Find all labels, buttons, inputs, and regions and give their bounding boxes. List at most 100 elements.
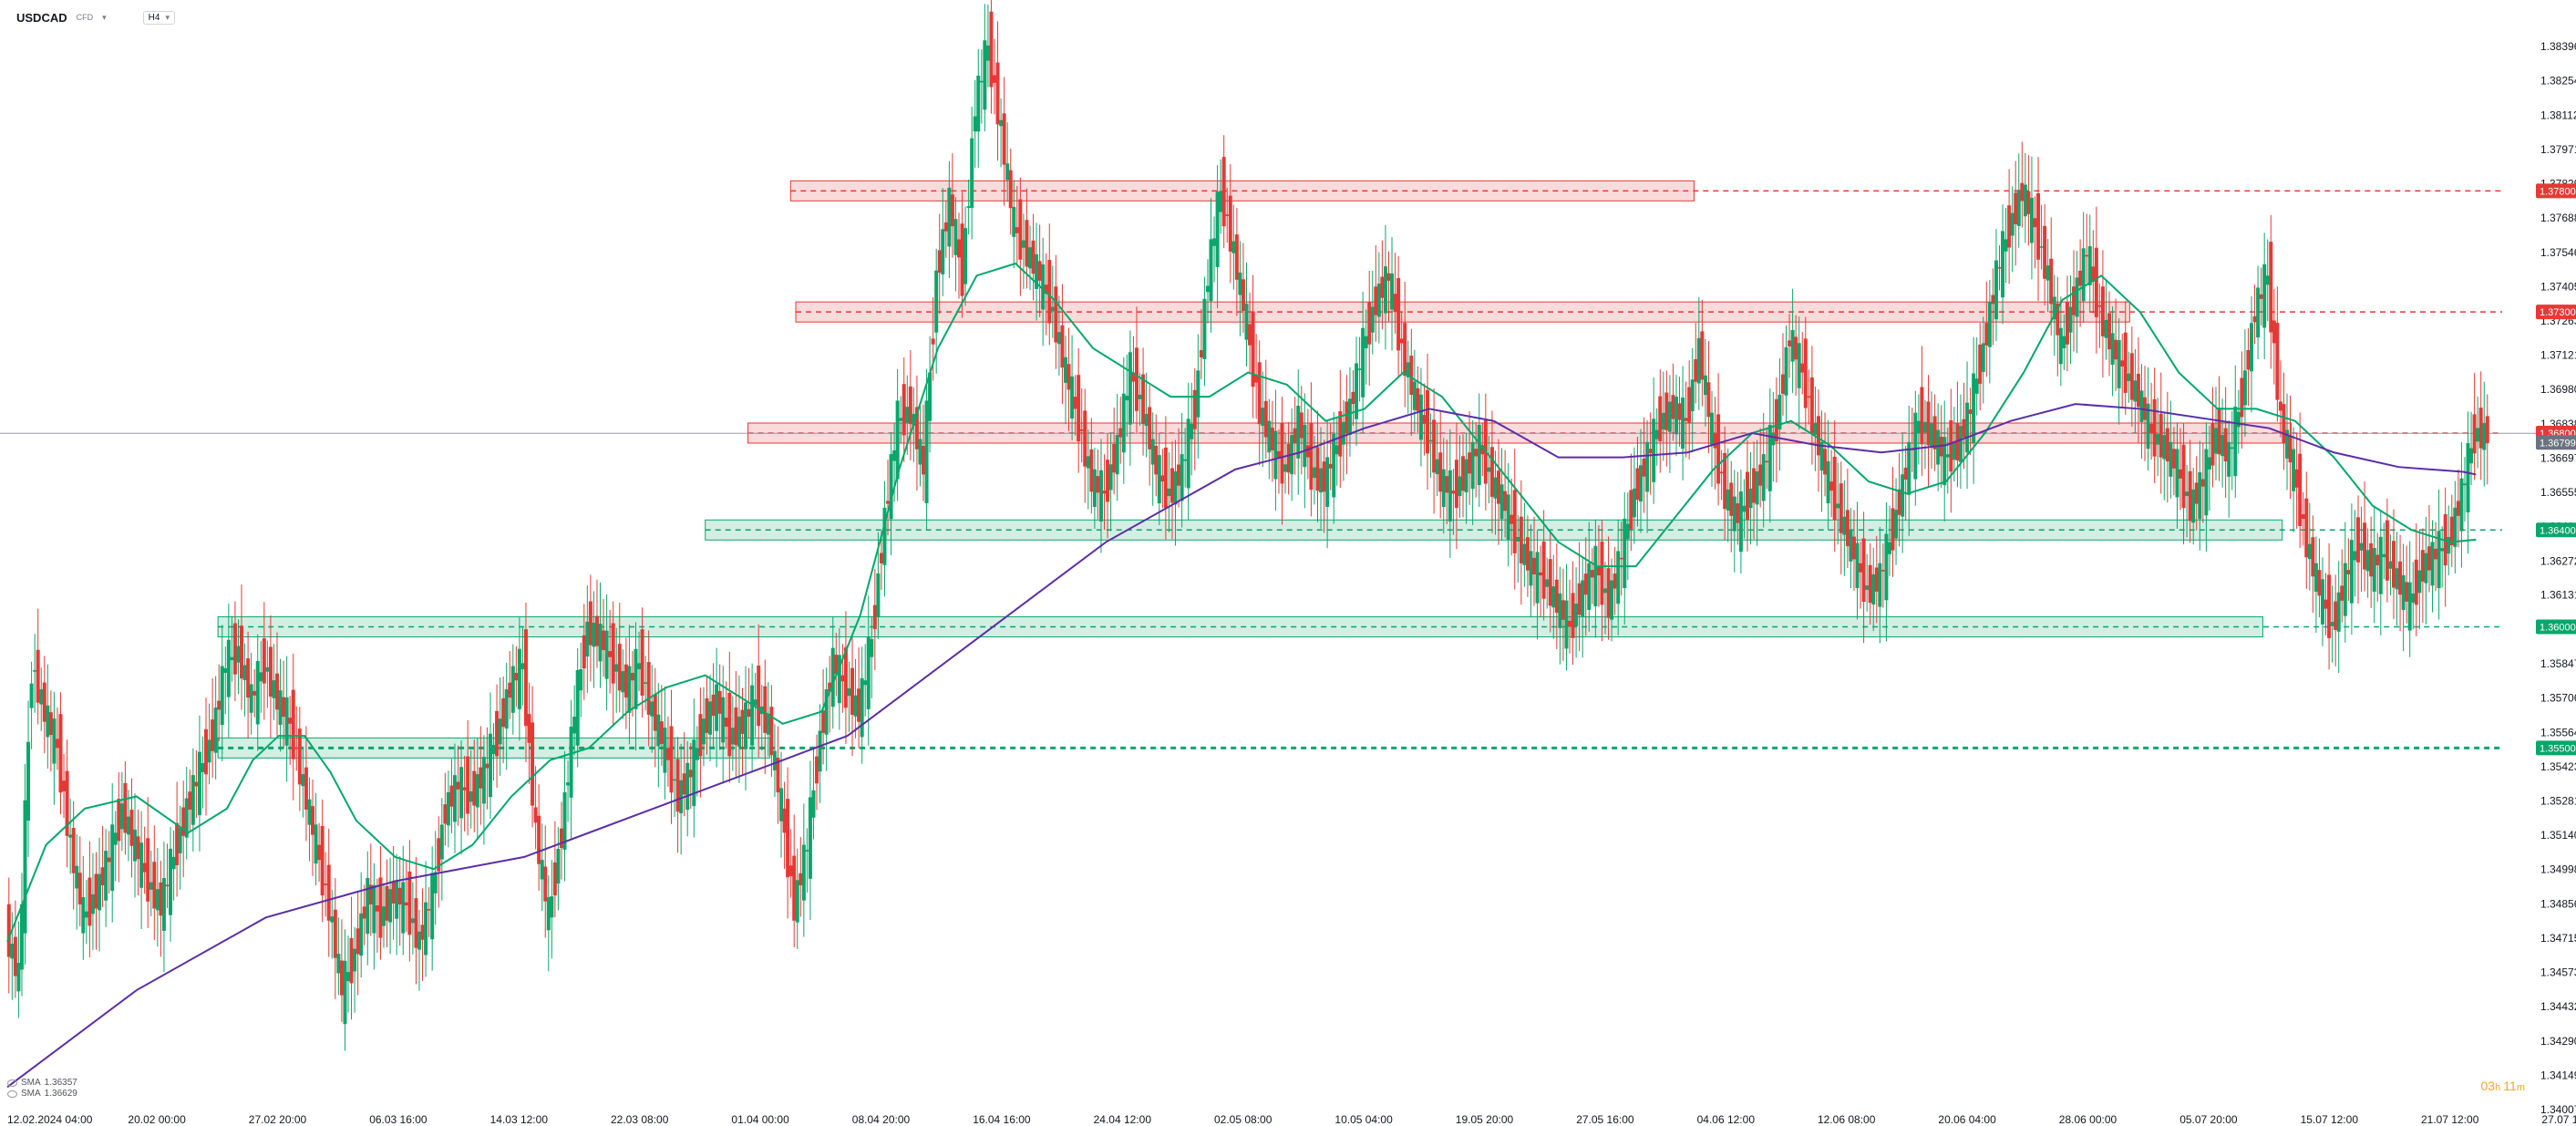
candle-body [653,694,657,731]
candle-body [2259,294,2263,299]
candle-body [912,413,916,427]
candle-body [1952,443,1956,460]
candle-body [1225,214,1230,216]
candle-body [98,873,102,911]
candle-body [2391,541,2396,588]
candle-body [2311,537,2315,577]
candle-body [1625,523,1630,540]
eye-icon[interactable] [7,1090,17,1098]
candle-body [2081,248,2086,302]
candle-body [242,665,247,680]
x-tick-label: 12.06 08:00 [1818,1113,1876,1126]
legend-row-sma-slow[interactable]: SMA 1.36629 [7,1089,77,1100]
candle-body [559,828,563,849]
y-tick-label: 1.35847 [2540,657,2576,670]
candle-body [1257,362,1262,425]
candle-body [705,697,709,733]
candle-body [2346,570,2351,575]
candle-body [1296,405,1301,459]
candle-body [585,621,590,657]
candle-body [2097,305,2102,307]
candle-body [908,386,912,425]
candle-body [1581,580,1585,617]
candle-body [795,880,799,923]
candle-body [1613,573,1617,589]
candle-body [2230,447,2234,449]
candle-body [39,689,44,705]
candle-body [637,663,642,670]
candle-body [324,883,328,885]
candle-body [1548,559,1552,606]
candle-body [1383,266,1387,314]
candle-body [963,228,968,284]
candle-body [16,963,21,992]
eye-icon[interactable] [7,1080,17,1087]
candle-body [566,782,571,786]
candle-body [2355,517,2360,563]
candle-body [1593,545,1598,606]
candle-body [1096,476,1100,493]
candle-body [501,697,506,728]
candle-body [675,759,680,812]
candle-body [1849,530,1853,562]
candle-body [1819,441,1824,471]
candle-body [1981,343,1985,372]
candle-body [336,954,341,974]
candle-body [2288,436,2293,463]
candle-body [1742,505,1747,512]
candle-body [1997,267,2002,269]
candle-body [1426,389,1430,454]
candle-body [818,730,822,772]
y-tick-label: 1.34007 [2540,1103,2576,1116]
current-price-tag-label: 1.36799 [2540,438,2576,449]
candle-body [656,714,661,747]
candle-body [326,864,331,921]
candle-body [721,697,726,743]
candle-body [381,906,386,926]
instrument-type-label: CFD [76,13,94,22]
candle-body [397,887,402,904]
candle-body [1428,439,1433,442]
candle-body [414,898,418,948]
candle-body [928,372,933,421]
candle-body [1583,573,1588,595]
candle-body [1632,488,1636,518]
candle-body [2265,275,2270,285]
candle-body [860,677,864,738]
candle-body [1412,381,1417,410]
candle-body [2194,482,2199,504]
candle-body [727,692,732,757]
candle-body [1794,336,1798,360]
candle-body [1816,416,1820,456]
symbol-label[interactable]: USDCAD [16,10,67,25]
candle-body [169,848,173,915]
candle-body [1106,460,1110,502]
candle-body [462,787,467,790]
candle-body [133,829,138,862]
candle-body [1341,421,1345,445]
candle-body [1144,413,1149,427]
candle-body [2200,479,2205,487]
legend-row-sma-fast[interactable]: SMA 1.36357 [7,1078,77,1089]
candle-body [1112,443,1117,473]
candle-body [1234,234,1239,280]
candle-body [485,763,489,769]
chevron-down-icon[interactable]: ▾ [102,12,107,22]
candle-body [1696,337,1701,384]
candle-body [692,739,696,807]
candle-body [685,762,690,811]
candle-body [188,791,192,810]
candle-body [2282,404,2286,444]
candle-body [1761,454,1766,501]
candle-body [2447,536,2451,554]
x-tick-label: 27.05 16:00 [1576,1113,1634,1126]
candle-body [123,782,128,833]
candle-body [2430,542,2435,586]
candle-body [2242,370,2247,406]
y-tick-label: 1.38254 [2540,75,2576,88]
x-tick-label: 20.02 00:00 [128,1113,186,1126]
candle-body [2214,428,2219,454]
candle-body [2136,373,2140,408]
timeframe-selector[interactable]: H4 ▾ [142,10,175,25]
